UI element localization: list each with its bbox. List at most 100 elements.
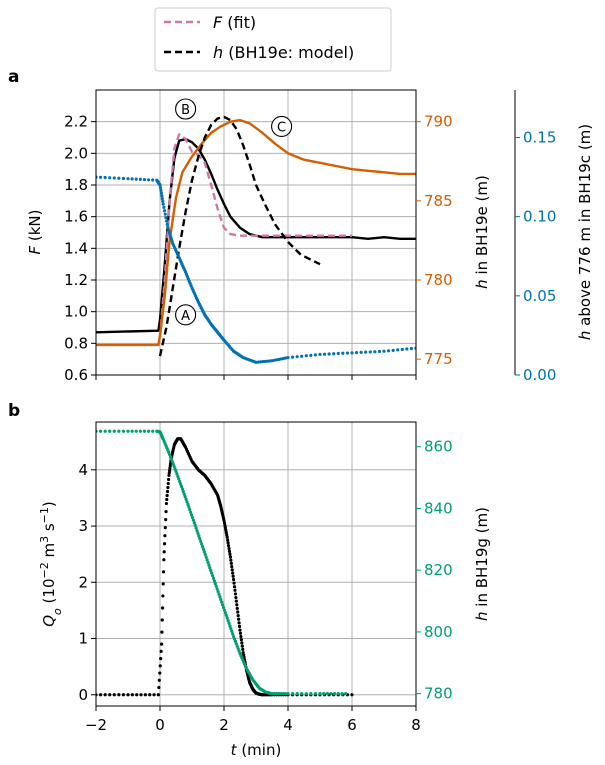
data-point: [166, 485, 170, 490]
data-point: [163, 534, 167, 538]
data-point: [112, 429, 116, 433]
data-point: [377, 349, 382, 354]
series-group: [96, 429, 354, 697]
data-point: [121, 693, 126, 697]
data-point: [229, 558, 233, 562]
data-point: [284, 692, 288, 696]
data-point: [322, 352, 327, 356]
data-point: [171, 462, 175, 466]
data-point: [173, 467, 177, 471]
data-point: [161, 570, 166, 574]
panel-b-series: [96, 429, 354, 697]
x-tick-label: 8: [411, 716, 421, 734]
panel-b-green-axis-label: h in BH19g (m): [473, 507, 491, 621]
data-point: [405, 347, 409, 351]
data-point: [350, 693, 354, 697]
data-point: [201, 547, 206, 551]
data-point: [368, 350, 372, 354]
data-point: [200, 542, 204, 546]
data-point: [309, 692, 313, 696]
data-point: [142, 429, 147, 433]
data-point: [231, 632, 235, 636]
data-point: [238, 628, 242, 632]
data-point: [178, 482, 183, 486]
y-tick-label: 4: [78, 461, 88, 479]
data-point: [164, 518, 168, 522]
blue-tick-label: 0.00: [523, 366, 556, 384]
data-point: [242, 653, 246, 657]
data-point: [224, 530, 228, 535]
data-point: [216, 589, 220, 594]
data-point: [181, 489, 185, 494]
y-tick-label: 2.2: [64, 113, 88, 131]
data-point: [226, 538, 230, 542]
annotation-circle: [271, 115, 293, 137]
data-point: [219, 597, 223, 602]
data-point: [241, 647, 245, 651]
data-point: [204, 555, 208, 559]
data-point: [138, 429, 142, 433]
data-point: [233, 639, 238, 643]
data-point: [364, 350, 368, 354]
data-point: [207, 563, 211, 567]
data-point: [236, 647, 240, 651]
data-point: [396, 348, 400, 352]
data-point: [103, 693, 107, 697]
data-point: [230, 568, 234, 572]
data-point: [191, 518, 195, 522]
data-point: [168, 469, 172, 473]
data-point: [208, 566, 212, 570]
data-point: [126, 693, 130, 697]
legend-model-label: h (BH19e: model): [213, 43, 354, 62]
y-tick-label: 0.8: [64, 334, 88, 352]
data-point: [167, 473, 171, 478]
data-point: [239, 634, 243, 639]
data-point: [391, 348, 395, 352]
right-tick-label: 780: [424, 271, 453, 289]
data-point: [270, 692, 274, 696]
data-point: [232, 581, 236, 585]
data-point: [227, 549, 232, 553]
data-point: [225, 616, 229, 620]
blue-tick-label: 0.15: [523, 129, 556, 147]
x-tick-label: 2: [219, 716, 229, 734]
data-point: [277, 692, 281, 696]
data-point: [195, 529, 199, 533]
data-point: [400, 347, 404, 352]
data-point: [182, 492, 186, 496]
panel-a-x-ticks: [95, 375, 417, 380]
data-point: [161, 582, 165, 586]
data-point: [228, 552, 232, 556]
data-point: [226, 541, 230, 545]
blue-tick-label: 0.10: [523, 208, 556, 226]
data-point: [290, 355, 295, 359]
data-point: [329, 692, 333, 696]
data-point: [159, 656, 163, 661]
data-point: [226, 619, 230, 623]
data-point: [126, 177, 130, 181]
data-point: [286, 692, 290, 696]
right-tick-label: 785: [424, 192, 453, 210]
data-point: [213, 582, 217, 586]
data-point: [222, 608, 227, 612]
data-point: [175, 472, 179, 476]
panel-b-left-axis-label: Qo (10−2 m3 s−1): [38, 501, 64, 627]
data-point: [206, 560, 210, 565]
panel-b-frame: [95, 421, 417, 707]
right-tick-label: 860: [424, 438, 453, 456]
series-f-fit: [158, 133, 352, 338]
x-axis-label: t (min): [231, 741, 282, 759]
data-point: [224, 528, 228, 532]
annotation-c: C: [271, 115, 293, 137]
data-point: [169, 457, 174, 461]
data-point: [223, 526, 227, 530]
data-point: [232, 634, 236, 639]
series-h-in-bh19g: [96, 429, 348, 696]
x-tick-label: 6: [347, 716, 357, 734]
y-tick-label: 0.6: [64, 366, 88, 384]
panel-b-left-axis: 0 1 2 3 4: [78, 461, 96, 704]
data-point: [146, 178, 151, 182]
data-point: [158, 664, 162, 668]
data-point: [300, 692, 304, 696]
data-point: [279, 692, 283, 696]
